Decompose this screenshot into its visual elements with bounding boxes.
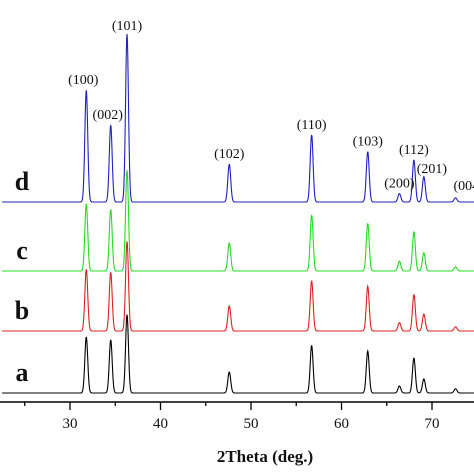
x-tick-label-70: 70 (425, 416, 440, 432)
series-b-line (2, 241, 474, 331)
series-label-a: a (16, 358, 29, 387)
x-axis-title: 2Theta (deg.) (217, 447, 313, 466)
x-tick-label-40: 40 (153, 416, 168, 432)
peak-label-002: (002) (93, 108, 124, 123)
series-label-c: c (16, 236, 28, 265)
peak-label-101: (101) (112, 19, 143, 34)
peak-label-110: (110) (297, 118, 327, 133)
peak-label-004: (004) (454, 179, 474, 194)
peak-label-112: (112) (399, 143, 429, 158)
peak-label-201: (201) (417, 162, 448, 177)
peak-label-200: (200) (384, 177, 415, 192)
series-labels: a b c d (15, 167, 30, 387)
series-label-b: b (15, 296, 29, 325)
x-tick-label-60: 60 (334, 416, 349, 432)
peak-label-102: (102) (214, 147, 245, 162)
x-tick-label-50: 50 (244, 416, 259, 432)
peak-label-100: (100) (68, 73, 99, 88)
peak-label-103: (103) (353, 135, 384, 150)
x-axis: 30 40 50 60 70 (0, 402, 474, 432)
series-a-line (2, 315, 474, 393)
x-ticks: 30 40 50 60 70 (25, 402, 440, 432)
x-tick-label-30: 30 (63, 416, 78, 432)
series-label-d: d (15, 167, 30, 196)
